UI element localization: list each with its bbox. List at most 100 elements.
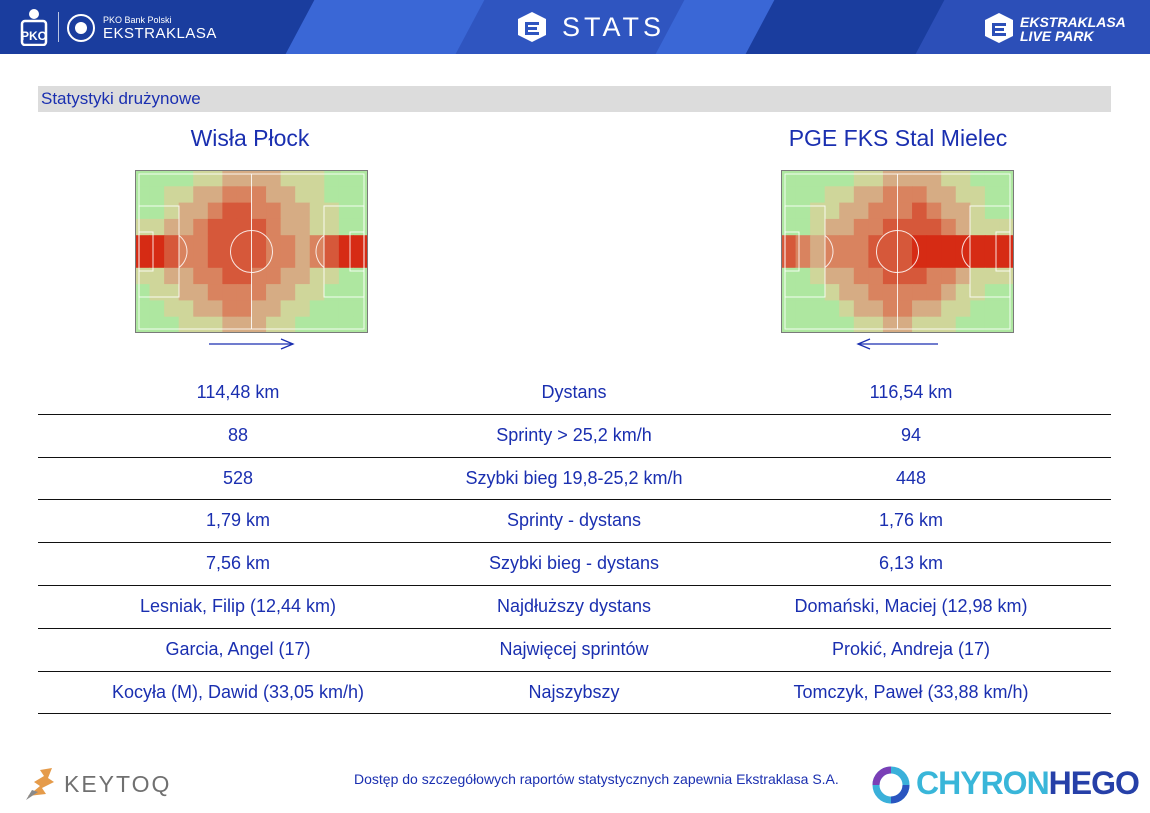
heatmap-cell xyxy=(795,267,811,285)
heatmap-cell xyxy=(324,251,340,269)
heatmap-cell xyxy=(853,284,869,301)
live-park-subtitle: LIVE PARK xyxy=(1020,28,1094,44)
pitch-line xyxy=(995,231,1011,272)
heatmap-cell xyxy=(941,202,957,220)
heatmap-cell xyxy=(193,267,209,285)
pitch-line xyxy=(315,235,325,268)
heatmap-cell xyxy=(853,170,869,187)
heatmap-cell xyxy=(955,218,971,236)
heatmap-cell xyxy=(824,186,840,204)
heatmap-cell xyxy=(941,251,957,269)
heatmap-cell xyxy=(178,186,194,204)
heatmap-cell xyxy=(251,316,267,333)
heatmap-cell xyxy=(941,218,957,236)
heatmap-cell xyxy=(178,316,194,333)
heatmap-cell xyxy=(781,186,797,204)
heatmap-cell xyxy=(955,267,971,285)
ekstraklasa-badge-icon xyxy=(67,14,95,42)
pko-bp-logo-icon: PKO xyxy=(20,9,48,46)
heatmap-cell xyxy=(926,202,942,220)
heatmap-cell xyxy=(839,316,855,333)
heatmap-cell xyxy=(926,170,942,187)
heatmap-cell xyxy=(824,300,840,318)
heatmap-cell xyxy=(164,316,180,333)
heatmap-cell xyxy=(795,186,811,204)
footer-note: Dostęp do szczegółowych raportów statyst… xyxy=(354,771,839,787)
chyronhego-logo-part-2: HEGO xyxy=(1048,765,1140,801)
heatmap-cell xyxy=(868,218,884,236)
heatmap-cell xyxy=(295,202,311,220)
stats-title: STATS xyxy=(562,12,666,42)
heatmap-cell xyxy=(882,251,898,269)
heatmap-cell xyxy=(280,186,296,204)
heatmap-cell xyxy=(280,218,296,236)
brand-sponsor-text: PKO Bank Polski xyxy=(103,15,172,25)
heatmap-cell xyxy=(135,170,151,187)
heatmap-cell xyxy=(193,316,209,333)
heatmap-cell xyxy=(251,218,267,236)
heatmap-cell xyxy=(970,218,986,236)
heatmap-cell xyxy=(781,316,797,333)
heatmap-cell xyxy=(984,284,1000,301)
heatmap-cell xyxy=(353,316,368,333)
heatmap-cell xyxy=(338,300,354,318)
heatmap-cell xyxy=(295,251,311,269)
heatmap-cell xyxy=(868,170,884,187)
heatmap-cell xyxy=(207,251,223,269)
heatmap-cell xyxy=(810,170,826,187)
heatmap-cell xyxy=(824,170,840,187)
away-value: 6,13 km xyxy=(878,553,944,574)
heatmap-cell xyxy=(251,235,267,252)
heatmap-border xyxy=(135,170,368,333)
heatmap-border xyxy=(781,170,1014,333)
heatmap-cell xyxy=(353,170,368,187)
heatmap-cell xyxy=(999,235,1014,252)
heatmap-cell xyxy=(839,284,855,301)
heatmap-cell xyxy=(941,170,957,187)
heatmap-cell xyxy=(853,202,869,220)
home-value: 114,48 km xyxy=(196,382,280,402)
heatmap-cell xyxy=(810,218,826,236)
stat-label: Szybki bieg 19,8-25,2 km/h xyxy=(465,467,683,488)
heatmap-cell xyxy=(324,170,340,187)
stat-label: Dystans xyxy=(541,382,607,402)
heatmap-cell xyxy=(970,251,986,269)
heatmap-cell xyxy=(236,316,252,333)
heatmap-cell xyxy=(912,170,928,187)
heatmap-cell xyxy=(970,284,986,301)
away-value: Prokić, Andreja (17) xyxy=(831,638,991,659)
away-team-name: PGE FKS Stal Mielec xyxy=(788,125,1008,151)
heatmap-cell xyxy=(810,186,826,204)
heatmap-cell xyxy=(164,235,180,252)
brand-league-text: EKSTRAKLASA xyxy=(103,25,217,42)
heatmap-cell xyxy=(970,267,986,285)
heatmap-cell xyxy=(164,186,180,204)
heatmap-cell xyxy=(824,316,840,333)
heatmap-cell xyxy=(839,235,855,252)
heatmap-cell xyxy=(999,251,1014,269)
heatmap-cell xyxy=(207,186,223,204)
heatmap-cell xyxy=(984,235,1000,252)
heatmap-cell xyxy=(324,316,340,333)
away-team-heatmap xyxy=(781,170,1014,333)
heatmap-cell xyxy=(266,186,282,204)
heatmap-cell xyxy=(795,316,811,333)
heatmap-cell xyxy=(853,235,869,252)
heatmap-cell xyxy=(251,284,267,301)
heatmap-cell xyxy=(882,170,898,187)
pitch-line xyxy=(876,230,919,273)
heatmap-cell xyxy=(955,170,971,187)
heatmap-cell xyxy=(280,251,296,269)
heatmap-cell xyxy=(984,202,1000,220)
heatmap-cell xyxy=(868,316,884,333)
heatmap-cell xyxy=(810,202,826,220)
heatmap-cell xyxy=(222,218,238,236)
heatmap-cell xyxy=(839,300,855,318)
heatmap-cell xyxy=(266,202,282,220)
heatmap-cell xyxy=(897,202,913,220)
heatmap-cell xyxy=(338,267,354,285)
pitch-line xyxy=(349,231,365,272)
heatmap-cell xyxy=(236,202,252,220)
heatmap-cell xyxy=(853,316,869,333)
keytoq-logo-icon xyxy=(26,768,54,800)
